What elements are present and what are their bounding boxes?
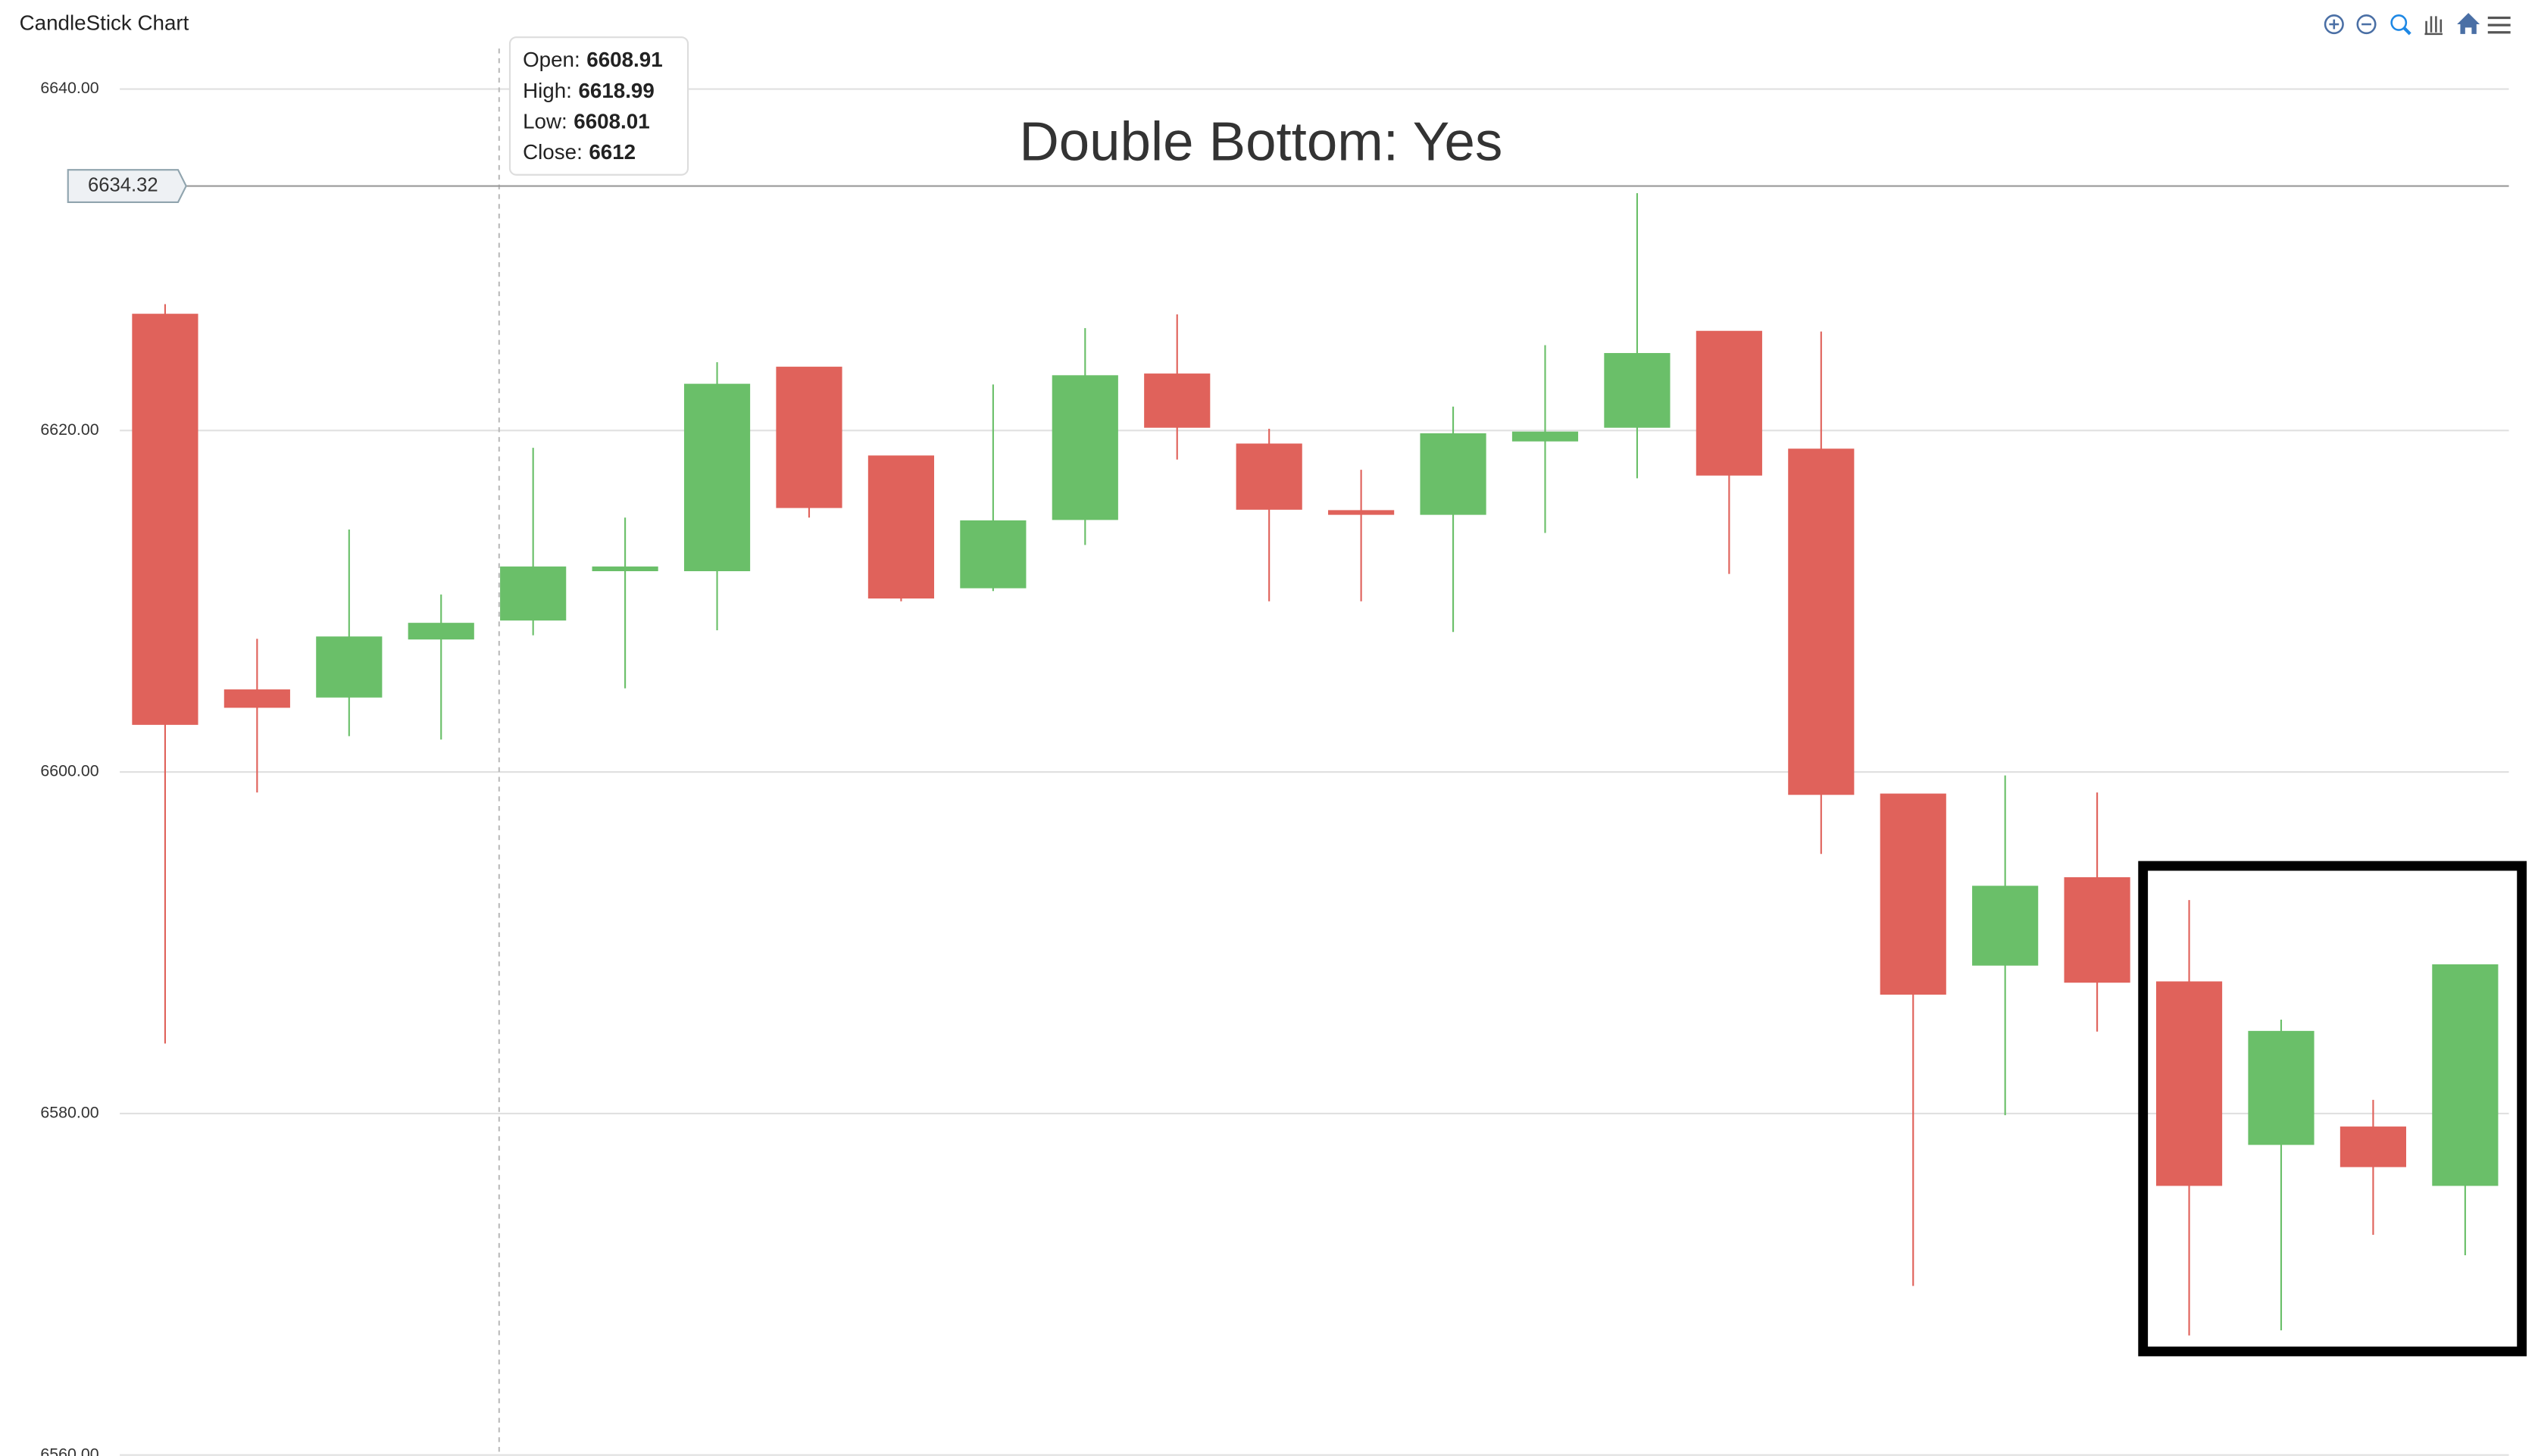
candle-body [500,566,567,621]
tooltip-value: 6608.91 [586,48,662,72]
tooltip-box [508,36,689,176]
reset-button[interactable] [2457,13,2480,34]
y-tick-label: 6620.00 [40,420,98,439]
tooltip-value: 6618.99 [578,79,654,102]
tooltip-value: 6608.01 [574,110,649,133]
candle-body [1420,433,1486,515]
candle-body [1696,330,1762,476]
y-tick-label: 6560.00 [40,1445,98,1456]
candle-body [1328,510,1395,515]
tooltip-label: Open: [523,48,580,72]
candles [132,193,2499,1336]
candle-body [408,623,474,640]
candle-body [592,566,658,571]
candle-body [867,455,935,599]
candle-body [1052,375,1118,520]
candle-body [1236,443,1302,510]
y-tick-label: 6640.00 [40,79,98,97]
tooltip-label: Low: [523,110,567,133]
tooltip-row: High: 6618.99 [523,79,655,102]
toolbar [2324,13,2511,36]
candle-body [683,383,751,571]
tooltip-row: Close: 6612 [523,140,636,164]
candle-body [1880,793,1946,995]
tooltip-value: 6612 [589,140,636,164]
crosshair-label: 6634.32 [88,174,158,195]
candle-body [2340,1126,2407,1167]
overlay: 6634.32 Open: 6608.91 High: 6618.99 Low: 6608.… [67,36,2509,1455]
tooltip-label: Close: [523,140,583,164]
candle-body [2064,877,2130,983]
crosshair-label-box [67,169,187,203]
candle-body [1972,886,2039,966]
chart-title: Double Bottom: Yes [1019,111,1502,172]
candle-body [1144,373,1211,428]
candle-body [960,520,1027,589]
y-tick-label: 6600.00 [40,762,98,780]
menu-button[interactable] [2487,16,2511,34]
candle-body [132,314,198,725]
selection-zoom-button[interactable] [2390,14,2411,36]
grid: 6560.00 6580.00 6600.00 6620.00 6640.00 [40,79,2509,1456]
tooltip-row: Low: 6608.01 [523,110,650,133]
tooltip-row: Open: 6608.91 [523,48,663,72]
candle-body [1511,431,1579,442]
candle-body [1604,353,1671,428]
zoom-out-button[interactable] [2356,14,2377,35]
highlight-box [2138,861,2527,1357]
tooltip-label: High: [523,79,572,102]
candle-body [223,689,290,708]
candle-body [1788,448,1855,795]
candle-body [2248,1030,2315,1145]
candle-body [776,367,842,508]
chart-header: CandleStick Chart [20,11,189,34]
candle-body [2432,964,2499,1186]
candle-body [2155,981,2223,1186]
y-tick-label: 6580.00 [40,1104,98,1122]
candle-body [316,636,383,698]
pan-button[interactable] [2424,16,2443,36]
zoom-in-button[interactable] [2324,14,2344,35]
